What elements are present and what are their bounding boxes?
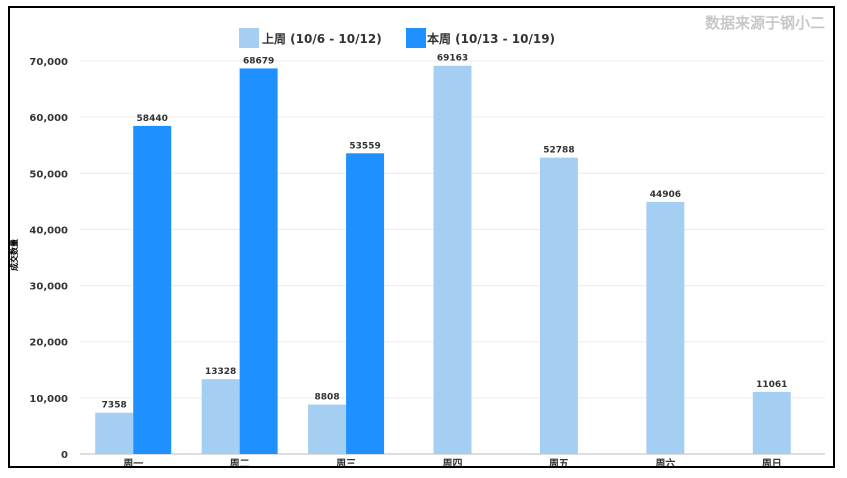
x-tick-label: 周六 xyxy=(655,457,675,466)
bar-series1 xyxy=(752,391,791,454)
data-label: 53559 xyxy=(349,141,380,151)
y-tick-label: 0 xyxy=(61,450,68,461)
legend-label: 本周 (10/13 - 10/19) xyxy=(427,31,555,46)
bar-series2 xyxy=(346,153,385,454)
bar-series1 xyxy=(308,404,347,454)
bar-chart: 0 10,000 20,000 30,000 40,000 50,000 60,000 70,… xyxy=(10,14,825,466)
data-label: 13328 xyxy=(205,367,236,377)
x-tick-label: 周日 xyxy=(762,458,782,466)
data-label: 44906 xyxy=(650,190,681,200)
y-axis-title: 成交数量 xyxy=(10,239,19,271)
y-axis-ticks: 0 10,000 20,000 30,000 40,000 50,000 60,000 70,… xyxy=(29,57,68,461)
source-note: 数据来源于钢小二 xyxy=(705,14,825,32)
y-tick-label: 60,000 xyxy=(29,113,68,124)
x-tick-label: 周三 xyxy=(336,458,356,466)
x-tick-label: 周二 xyxy=(230,458,250,466)
bar-series1 xyxy=(646,201,685,454)
legend: 上周 (10/6 - 10/12) 本周 (10/13 - 10/19) xyxy=(239,28,555,48)
y-tick-label: 30,000 xyxy=(29,282,68,293)
y-tick-label: 70,000 xyxy=(29,57,68,68)
bar-series1 xyxy=(539,157,578,454)
data-label: 69163 xyxy=(437,54,468,64)
bar-series2 xyxy=(239,68,278,454)
data-label: 68679 xyxy=(243,56,274,66)
legend-swatch xyxy=(406,28,426,48)
data-label: 58440 xyxy=(137,114,168,124)
legend-label: 上周 (10/6 - 10/12) xyxy=(262,31,382,46)
bar-series1 xyxy=(433,65,472,454)
x-axis-ticks: 周一 周二 周三 周四 周五 周六 周日 xyxy=(123,457,782,466)
x-tick-label: 周五 xyxy=(549,458,569,466)
x-tick-label: 周一 xyxy=(123,458,143,466)
bar-series1 xyxy=(95,412,134,454)
y-tick-label: 10,000 xyxy=(29,394,68,405)
y-tick-label: 40,000 xyxy=(29,225,68,236)
bar-series2 xyxy=(133,125,172,454)
y-tick-label: 20,000 xyxy=(29,338,68,349)
legend-swatch xyxy=(239,28,259,48)
bars: 7358 58440 13328 68679 8808 53559 69163 52788 44… xyxy=(95,54,791,454)
data-label: 11061 xyxy=(756,380,787,390)
data-label: 8808 xyxy=(315,393,340,403)
y-tick-label: 50,000 xyxy=(29,169,68,180)
data-label: 7358 xyxy=(102,401,127,411)
chart-frame: 0 10,000 20,000 30,000 40,000 50,000 60,000 70,… xyxy=(8,6,835,468)
data-label: 52788 xyxy=(543,146,574,156)
bar-series1 xyxy=(201,379,240,454)
x-tick-label: 周四 xyxy=(443,458,463,466)
